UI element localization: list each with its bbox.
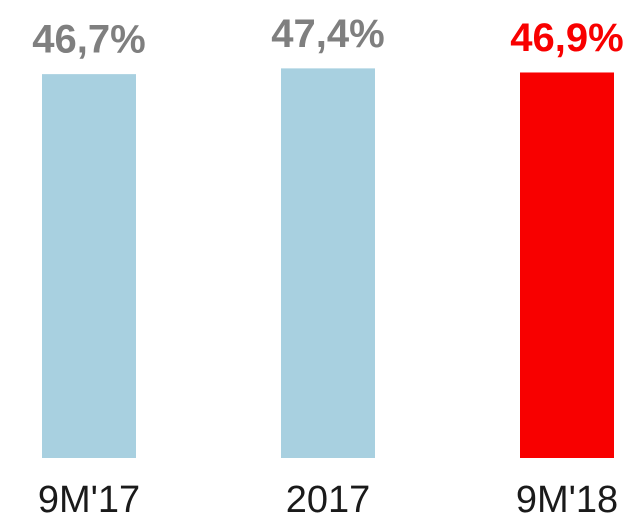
x-tick-label: 9M'18 xyxy=(516,479,618,521)
value-label: 46,9% xyxy=(510,16,623,60)
x-tick-label: 2017 xyxy=(286,479,371,521)
bar xyxy=(520,72,614,459)
value-label: 47,4% xyxy=(271,12,384,56)
x-tick-label: 9M'17 xyxy=(38,479,140,521)
bar xyxy=(42,74,136,458)
bar xyxy=(281,68,375,458)
value-label: 46,7% xyxy=(32,18,145,62)
